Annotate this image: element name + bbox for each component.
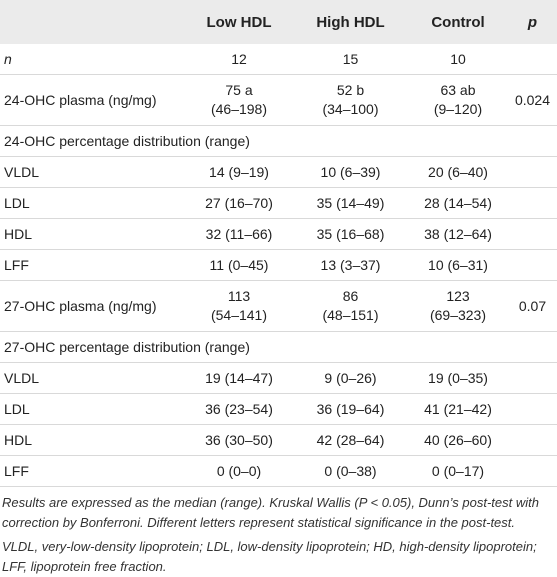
cell-low: 27 (16–70) [185, 187, 293, 219]
cell-range: (46–198) [210, 101, 268, 117]
cell-p [508, 393, 557, 425]
cell-high: 52 b (34–100) [293, 74, 408, 126]
row-label: LFF [0, 249, 185, 281]
cell-control: 38 (12–64) [408, 218, 508, 250]
cell-p [508, 156, 557, 188]
cell-high: 35 (14–49) [293, 187, 408, 219]
cell-median: 113 [227, 288, 251, 304]
cell-high: 35 (16–68) [293, 218, 408, 250]
cell-high: 36 (19–64) [293, 393, 408, 425]
cell-low: 36 (30–50) [185, 424, 293, 456]
table-row: 24-OHC percentage distribution (range) [0, 125, 557, 157]
cell-p: 0.024 [508, 74, 557, 126]
header-row: Low HDL High HDL Control p [0, 0, 557, 44]
cell-low: 32 (11–66) [185, 218, 293, 250]
cell-control: 40 (26–60) [408, 424, 508, 456]
row-label: LFF [0, 455, 185, 487]
header-blank [0, 0, 185, 44]
cell-p [508, 424, 557, 456]
results-table: Low HDL High HDL Control p n 12 15 10 24… [0, 0, 557, 487]
table-row: 27-OHC percentage distribution (range) [0, 331, 557, 363]
table-row: 27-OHC plasma (ng/mg) 113 (54–141) 86 (48–… [0, 280, 557, 332]
cell-control: 10 [408, 44, 508, 75]
cell-low: 11 (0–45) [185, 249, 293, 281]
cell-low: 12 [185, 44, 293, 75]
cell-p [508, 362, 557, 394]
header-control: Control [408, 0, 508, 44]
row-label: VLDL [0, 362, 185, 394]
cell-high: 13 (3–37) [293, 249, 408, 281]
table-row: HDL 32 (11–66) 35 (16–68) 38 (12–64) [0, 218, 557, 250]
table-row: HDL 36 (30–50) 42 (28–64) 40 (26–60) [0, 424, 557, 456]
cell-median: 123 [446, 288, 470, 304]
table-row: LFF 11 (0–45) 13 (3–37) 10 (6–31) [0, 249, 557, 281]
table-row: VLDL 19 (14–47) 9 (0–26) 19 (0–35) [0, 362, 557, 394]
cell-control: 0 (0–17) [408, 455, 508, 487]
cell-range: (48–151) [322, 307, 379, 323]
cell-control: 123 (69–323) [408, 280, 508, 332]
cell-median: 75 a [225, 82, 253, 98]
row-label: LDL [0, 187, 185, 219]
cell-low: 75 a (46–198) [185, 74, 293, 126]
row-label: HDL [0, 424, 185, 456]
cell-control: 10 (6–31) [408, 249, 508, 281]
header-p: p [508, 0, 557, 44]
cell-high: 42 (28–64) [293, 424, 408, 456]
table-row: LDL 36 (23–54) 36 (19–64) 41 (21–42) [0, 393, 557, 425]
header-low-hdl: Low HDL [185, 0, 293, 44]
cell-control: 19 (0–35) [408, 362, 508, 394]
row-label: 27-OHC plasma (ng/mg) [0, 280, 185, 332]
cell-median: 52 b [336, 82, 365, 98]
section-label: 24-OHC percentage distribution (range) [0, 125, 557, 157]
footnote-abbreviations: VLDL, very-low-density lipoprotein; LDL,… [2, 539, 537, 574]
table-row: LDL 27 (16–70) 35 (14–49) 28 (14–54) [0, 187, 557, 219]
cell-low: 14 (9–19) [185, 156, 293, 188]
cell-median: 86 [342, 288, 359, 304]
cell-high: 0 (0–38) [293, 455, 408, 487]
cell-p [508, 249, 557, 281]
cell-low: 19 (14–47) [185, 362, 293, 394]
footnote-statistics: Results are expressed as the median (ran… [2, 495, 539, 530]
cell-median: 63 ab [440, 82, 476, 98]
cell-control: 28 (14–54) [408, 187, 508, 219]
cell-range: (9–120) [433, 101, 483, 117]
cell-p [508, 44, 557, 75]
cell-high: 15 [293, 44, 408, 75]
section-label: 27-OHC percentage distribution (range) [0, 331, 557, 363]
table-row: LFF 0 (0–0) 0 (0–38) 0 (0–17) [0, 455, 557, 487]
row-label: VLDL [0, 156, 185, 188]
cell-control: 63 ab (9–120) [408, 74, 508, 126]
row-label: LDL [0, 393, 185, 425]
cell-control: 41 (21–42) [408, 393, 508, 425]
table-row: VLDL 14 (9–19) 10 (6–39) 20 (6–40) [0, 156, 557, 188]
table-row: n 12 15 10 [0, 44, 557, 75]
cell-low: 0 (0–0) [185, 455, 293, 487]
cell-p [508, 187, 557, 219]
row-label: n [0, 44, 185, 75]
row-label: 24-OHC plasma (ng/mg) [0, 74, 185, 126]
header-high-hdl: High HDL [293, 0, 408, 44]
cell-range: (54–141) [210, 307, 268, 323]
cell-p [508, 455, 557, 487]
cell-high: 9 (0–26) [293, 362, 408, 394]
cell-high: 86 (48–151) [293, 280, 408, 332]
cell-range: (69–323) [429, 307, 487, 323]
row-label: HDL [0, 218, 185, 250]
cell-low: 36 (23–54) [185, 393, 293, 425]
table-footnotes: Results are expressed as the median (ran… [0, 487, 557, 577]
cell-low: 113 (54–141) [185, 280, 293, 332]
cell-range: (34–100) [322, 101, 379, 117]
cell-p: 0.07 [508, 280, 557, 332]
table-row: 24-OHC plasma (ng/mg) 75 a (46–198) 52 b (… [0, 74, 557, 126]
cell-high: 10 (6–39) [293, 156, 408, 188]
cell-control: 20 (6–40) [408, 156, 508, 188]
cell-p [508, 218, 557, 250]
